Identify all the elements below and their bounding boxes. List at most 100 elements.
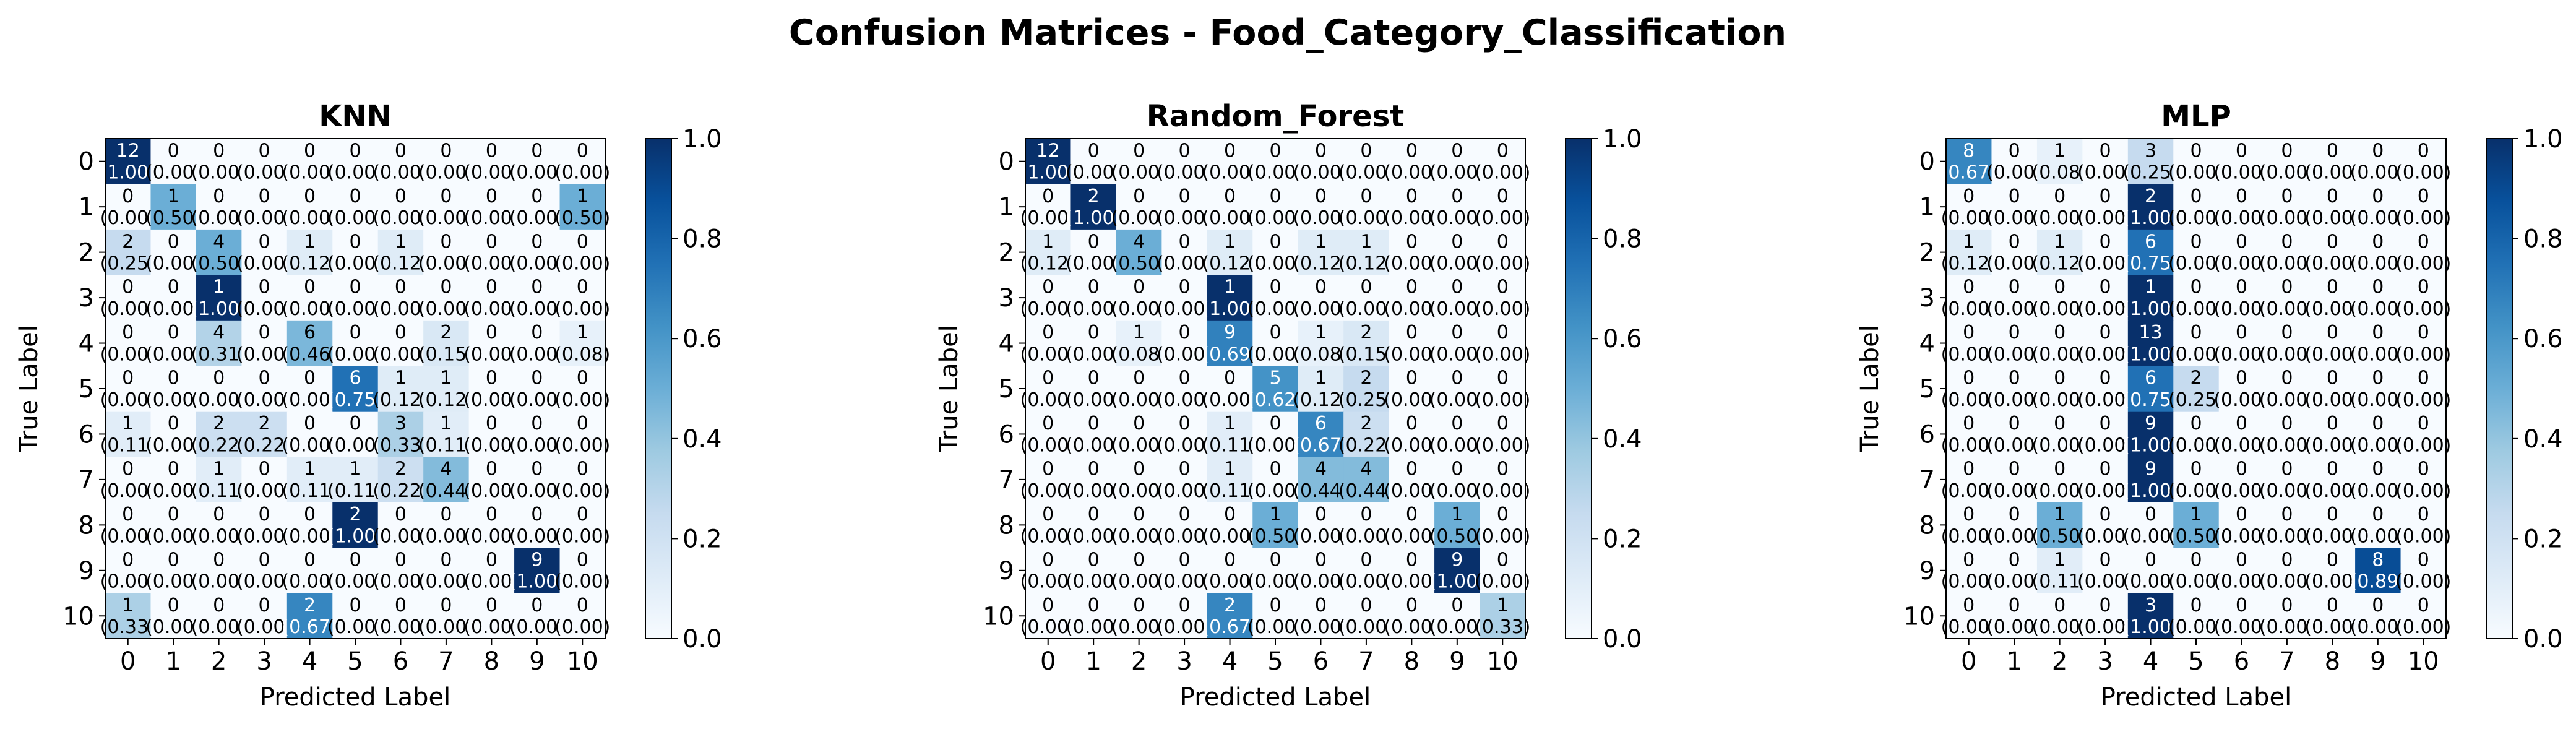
cell-proportion-label: (0.00) xyxy=(1986,162,2042,184)
cell-proportion-label: (0.46) xyxy=(282,343,337,365)
cell-proportion-label: (0.00) xyxy=(1986,525,2042,547)
y-tick-label: 10 xyxy=(983,602,1014,631)
cell-proportion-label: (0.00) xyxy=(2168,253,2224,275)
cell-count-label: 0 xyxy=(1406,504,1418,525)
cell-count-label: 0 xyxy=(531,413,543,434)
matrix-cell xyxy=(150,139,197,185)
cell-count-label: 0 xyxy=(1042,413,1054,434)
cell-proportion-label: (0.00) xyxy=(2259,253,2315,275)
cell-proportion-label: (0.22) xyxy=(373,480,428,502)
cell-count-label: 0 xyxy=(1042,322,1054,343)
cell-proportion-label: (0.00) xyxy=(1941,480,1997,502)
matrix-cell xyxy=(2264,548,2311,594)
x-tick-label: 0 xyxy=(1040,647,1056,676)
matrix-cell xyxy=(286,184,333,230)
cell-proportion-label: (0.00) xyxy=(1941,207,1997,229)
matrix-cell xyxy=(377,320,424,366)
cell-count-label: 0 xyxy=(2327,459,2338,480)
cell-proportion-label: (1.00) xyxy=(1202,298,1257,320)
cell-count-label: 0 xyxy=(2418,140,2429,162)
y-tick-label: 1 xyxy=(999,193,1014,222)
matrix-cell xyxy=(559,139,606,185)
matrix-cell xyxy=(150,184,197,230)
cell-proportion-label: (1.00) xyxy=(2122,343,2178,365)
cell-count-label: 0 xyxy=(1133,595,1145,616)
x-tick-label: 8 xyxy=(2325,647,2340,676)
matrix-cell xyxy=(1252,139,1299,185)
cell-proportion-label: (0.00) xyxy=(1202,525,1257,547)
matrix-cell xyxy=(559,275,606,321)
cell-proportion-label: (0.00) xyxy=(463,389,519,411)
matrix-cell xyxy=(150,320,197,366)
cell-count-label: 0 xyxy=(2327,186,2338,207)
cell-proportion-label: (0.22) xyxy=(191,434,247,456)
cell-proportion-label: (0.11) xyxy=(2032,571,2088,593)
cell-proportion-label: (0.00) xyxy=(1066,571,1121,593)
cell-proportion-label: (0.00) xyxy=(2259,162,2315,184)
cell-count-label: 9 xyxy=(1224,322,1236,343)
cell-proportion-label: (0.00) xyxy=(2168,162,2224,184)
cell-count-label: 0 xyxy=(1497,413,1509,434)
cell-count-label: 0 xyxy=(1179,186,1191,207)
matrix-cell xyxy=(559,366,606,412)
cell-proportion-label: (0.00) xyxy=(1247,253,1303,275)
cell-count-label: 0 xyxy=(2009,322,2020,343)
matrix-cell xyxy=(1991,548,2038,594)
x-tick-label: 6 xyxy=(1313,647,1329,676)
matrix-cell xyxy=(1207,320,1253,366)
cell-count-label: 0 xyxy=(2100,231,2111,252)
matrix-cell xyxy=(514,184,561,230)
cell-proportion-label: (0.00) xyxy=(327,616,383,638)
cell-count-label: 1 xyxy=(440,368,452,389)
cell-count-label: 0 xyxy=(122,459,134,480)
matrix-cell xyxy=(332,366,379,412)
cell-proportion-label: (0.00) xyxy=(1338,571,1394,593)
cell-proportion-label: (0.33) xyxy=(1475,616,1530,638)
cell-proportion-label: (0.00) xyxy=(1941,343,1997,365)
matrix-cell xyxy=(1252,457,1299,503)
matrix-cell xyxy=(105,229,152,275)
colorbar xyxy=(645,138,672,639)
cell-count-label: 0 xyxy=(213,368,225,389)
cell-proportion-label: (0.00) xyxy=(1941,525,1997,547)
cell-count-label: 0 xyxy=(2009,140,2020,162)
cell-proportion-label: (0.00) xyxy=(327,298,383,320)
matrix-cell xyxy=(1991,275,2038,321)
cell-proportion-label: (0.00) xyxy=(145,434,201,456)
x-axis-label: Predicted Label xyxy=(1180,683,1371,712)
cell-count-label: 0 xyxy=(168,231,179,252)
cell-proportion-label: (0.00) xyxy=(2077,298,2133,320)
cell-count-label: 0 xyxy=(2418,504,2429,525)
cell-proportion-label: (0.00) xyxy=(1111,434,1167,456)
matrix-cell xyxy=(2173,593,2220,639)
matrix-cell xyxy=(286,502,333,548)
cell-proportion-label: (0.44) xyxy=(418,480,474,502)
cell-count-label: 0 xyxy=(1179,368,1191,389)
y-tick-label: 3 xyxy=(999,284,1014,312)
cell-count-label: 0 xyxy=(1963,595,1975,616)
matrix-cell xyxy=(1389,411,1435,457)
matrix-cell xyxy=(105,320,152,366)
cell-count-label: 0 xyxy=(2372,231,2384,252)
matrix-cell xyxy=(1480,548,1526,594)
cell-count-label: 0 xyxy=(1042,549,1054,571)
matrix-cell xyxy=(1116,139,1162,185)
matrix-cell xyxy=(423,411,470,457)
cell-proportion-label: (0.00) xyxy=(191,162,247,184)
panel-title: Random_Forest xyxy=(1147,99,1404,134)
cell-proportion-label: (0.12) xyxy=(2032,253,2088,275)
cell-proportion-label: (0.00) xyxy=(2395,616,2451,638)
matrix-cell xyxy=(1434,229,1481,275)
cell-count-label: 0 xyxy=(2145,504,2156,525)
x-tick-label: 2 xyxy=(1131,647,1147,676)
cell-proportion-label: (0.00) xyxy=(373,162,428,184)
y-tick-label: 6 xyxy=(79,420,94,449)
matrix-cell xyxy=(377,411,424,457)
matrix-cell xyxy=(1025,275,1072,321)
matrix-cell xyxy=(196,411,242,457)
cell-proportion-label: (0.00) xyxy=(1384,162,1439,184)
matrix-cell xyxy=(423,502,470,548)
cell-count-label: 2 xyxy=(1224,595,1236,616)
y-tick-label: 3 xyxy=(79,284,94,312)
colorbar-tick-label: 1.0 xyxy=(683,125,722,153)
